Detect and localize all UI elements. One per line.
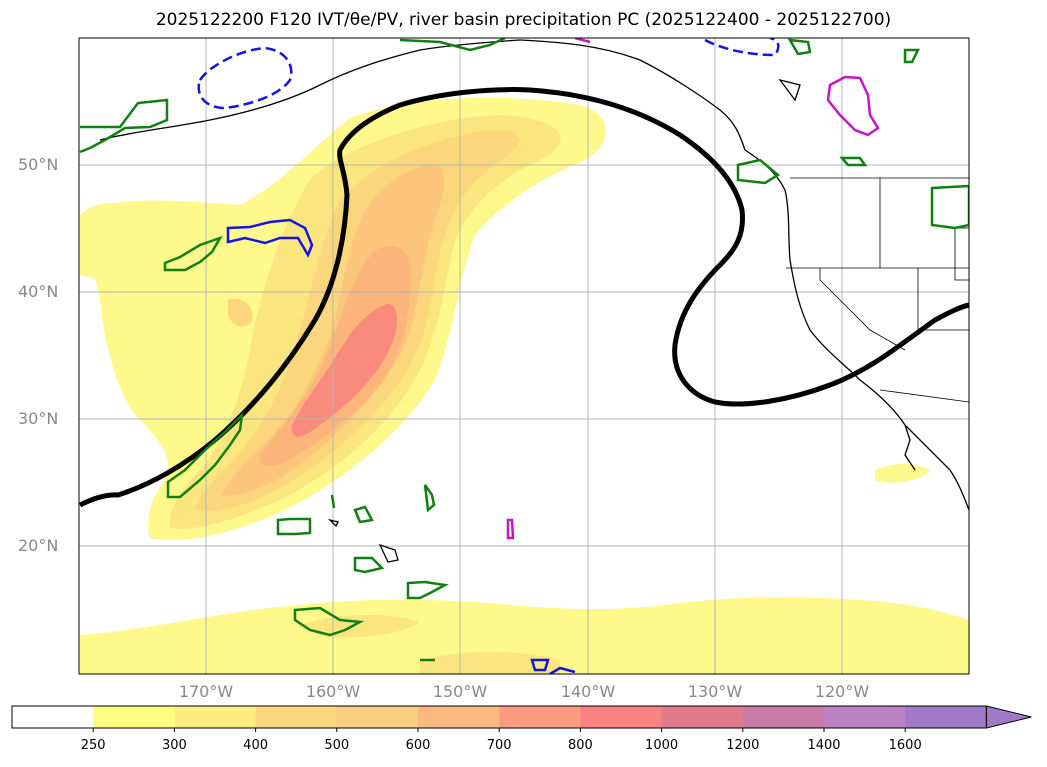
lat-label-20n: 20°N: [18, 536, 59, 555]
colorbar-tick-label: 1200: [726, 738, 760, 753]
colorbar-swatch: [255, 706, 338, 728]
pv-green-contours: [79, 38, 969, 662]
colorbar-swatch: [418, 706, 500, 728]
colorbar-swatch: [12, 706, 94, 728]
lon-label-170w: 170°W: [178, 682, 234, 701]
colorbar-tick-label: 400: [243, 738, 268, 753]
lat-label-30n: 30°N: [18, 409, 59, 428]
colorbar-extend-arrow: [985, 705, 1032, 729]
ivt-south-inner: [300, 614, 420, 638]
plot-border: [78, 37, 970, 675]
graticule: [79, 38, 969, 674]
lat-label-40n: 40°N: [18, 282, 59, 301]
ivt-band-600: [259, 245, 411, 466]
state-borders: [786, 177, 969, 403]
colorbar: [11, 705, 1032, 732]
colorbar-tick-label: 500: [324, 738, 350, 753]
colorbar-tick-label: 700: [486, 738, 512, 753]
ivt-blob-small: [228, 298, 253, 327]
colorbar-tick-label: 1600: [888, 738, 922, 753]
lon-label-140w: 140°W: [560, 682, 616, 701]
ivt-south-inner-2: [420, 651, 560, 674]
pv-magenta-contours: [506, 38, 880, 540]
map-title: 2025122200 F120 IVT/θe/PV, river basin p…: [155, 10, 892, 30]
lon-label-160w: 160°W: [305, 682, 361, 701]
lon-label-120w: 120°W: [814, 682, 870, 701]
colorbar-swatch: [93, 706, 175, 728]
colorbar-tick-label: 1000: [645, 738, 679, 753]
ivt-south-band: [80, 597, 969, 674]
lat-label-50n: 50°N: [18, 155, 59, 174]
map-plot-area: [79, 38, 969, 674]
ivt-core-800: [291, 304, 397, 437]
colorbar-swatch: [742, 706, 825, 728]
colorbar-tick-label: 600: [405, 738, 431, 753]
colorbar-swatch: [499, 706, 581, 728]
theta-e-contour: [79, 87, 969, 508]
colorbar-swatch: [174, 706, 257, 728]
coastlines: [99, 39, 969, 563]
lon-label-130w: 130°W: [687, 682, 743, 701]
colorbar-swatch: [661, 706, 744, 728]
colorbar-swatch: [336, 706, 419, 728]
pv-blue-contours: [197, 38, 780, 674]
colorbar-swatch: [905, 706, 987, 728]
colorbar-tick-label: 300: [161, 738, 187, 753]
colorbar-tick-label: 800: [567, 738, 593, 753]
colorbar-tick-label: 1400: [807, 738, 841, 753]
colorbar-swatch: [824, 706, 906, 728]
colorbar-tick-label: 250: [80, 738, 106, 753]
ivt-small-patch: [875, 464, 930, 483]
colorbar-swatch: [580, 706, 663, 728]
ivt-band-250-west: [80, 203, 133, 280]
lon-label-150w: 150°W: [432, 682, 488, 701]
